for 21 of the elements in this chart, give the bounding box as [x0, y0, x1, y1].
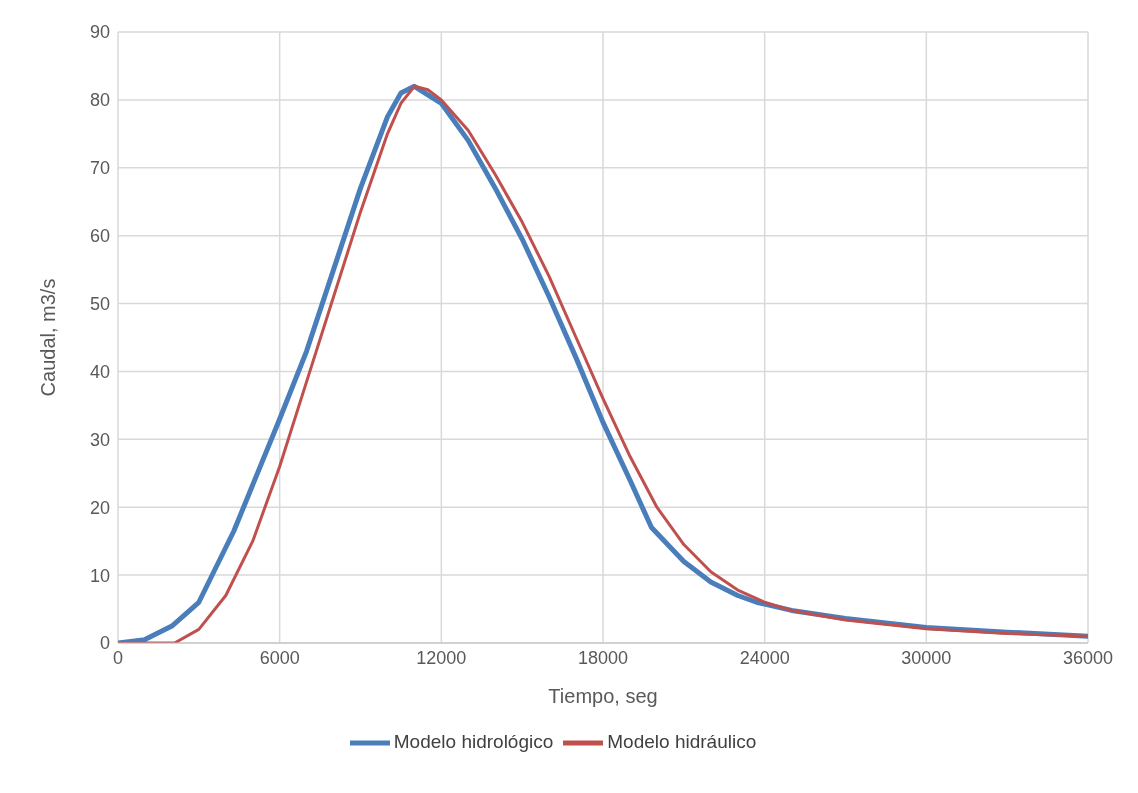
x-tick-label: 6000: [259, 647, 300, 668]
x-tick-label: 12000: [416, 647, 467, 668]
y-tick-label: 30: [89, 429, 110, 450]
x-tick-label: 36000: [1062, 647, 1114, 668]
y-axis-title: Caudal, m3/s: [37, 278, 60, 397]
y-tick-label: 40: [89, 361, 110, 382]
legend-label: Modelo hidrológico: [393, 731, 554, 753]
y-tick-label: 80: [89, 90, 110, 111]
x-tick-label: 24000: [739, 647, 790, 668]
y-tick-label: 60: [89, 226, 110, 247]
x-axis-title: Tiempo, seg: [548, 685, 658, 707]
y-tick-label: 20: [89, 497, 110, 518]
y-tick-label: 0: [99, 633, 110, 654]
legend-label: Modelo hidráulico: [607, 731, 757, 753]
x-tick-label: 18000: [577, 647, 629, 668]
y-tick-label: 70: [89, 158, 110, 179]
x-tick-label: 30000: [901, 647, 952, 668]
x-tick-label: 0: [112, 647, 124, 668]
y-tick-label: 50: [89, 293, 110, 314]
y-tick-label: 10: [89, 565, 110, 586]
y-tick-label: 90: [89, 22, 110, 43]
